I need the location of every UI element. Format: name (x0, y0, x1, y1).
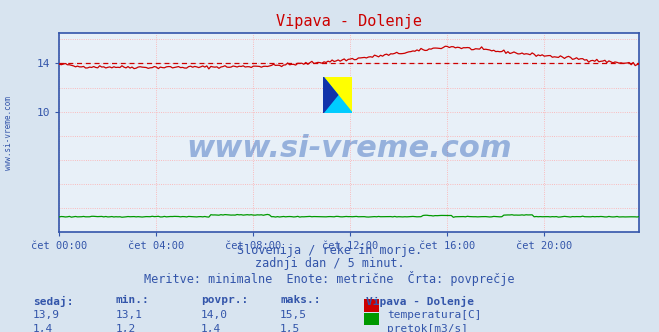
Text: zadnji dan / 5 minut.: zadnji dan / 5 minut. (254, 257, 405, 270)
Text: 1,2: 1,2 (115, 324, 136, 332)
Title: Vipava - Dolenje: Vipava - Dolenje (276, 14, 422, 29)
Text: maks.:: maks.: (280, 295, 320, 305)
Text: povpr.:: povpr.: (201, 295, 248, 305)
Text: min.:: min.: (115, 295, 149, 305)
Text: temperatura[C]: temperatura[C] (387, 310, 481, 320)
Text: 1,4: 1,4 (33, 324, 53, 332)
Text: 1,5: 1,5 (280, 324, 301, 332)
Text: 1,4: 1,4 (201, 324, 221, 332)
Text: 15,5: 15,5 (280, 310, 307, 320)
Text: pretok[m3/s]: pretok[m3/s] (387, 324, 468, 332)
Text: www.si-vreme.com: www.si-vreme.com (186, 134, 512, 163)
Text: Meritve: minimalne  Enote: metrične  Črta: povprečje: Meritve: minimalne Enote: metrične Črta:… (144, 271, 515, 286)
Text: Vipava - Dolenje: Vipava - Dolenje (366, 295, 474, 306)
Text: sedaj:: sedaj: (33, 295, 73, 306)
Text: Slovenija / reke in morje.: Slovenija / reke in morje. (237, 244, 422, 257)
Text: www.si-vreme.com: www.si-vreme.com (4, 96, 13, 170)
Text: 14,0: 14,0 (201, 310, 228, 320)
Text: 13,1: 13,1 (115, 310, 142, 320)
Text: 13,9: 13,9 (33, 310, 60, 320)
